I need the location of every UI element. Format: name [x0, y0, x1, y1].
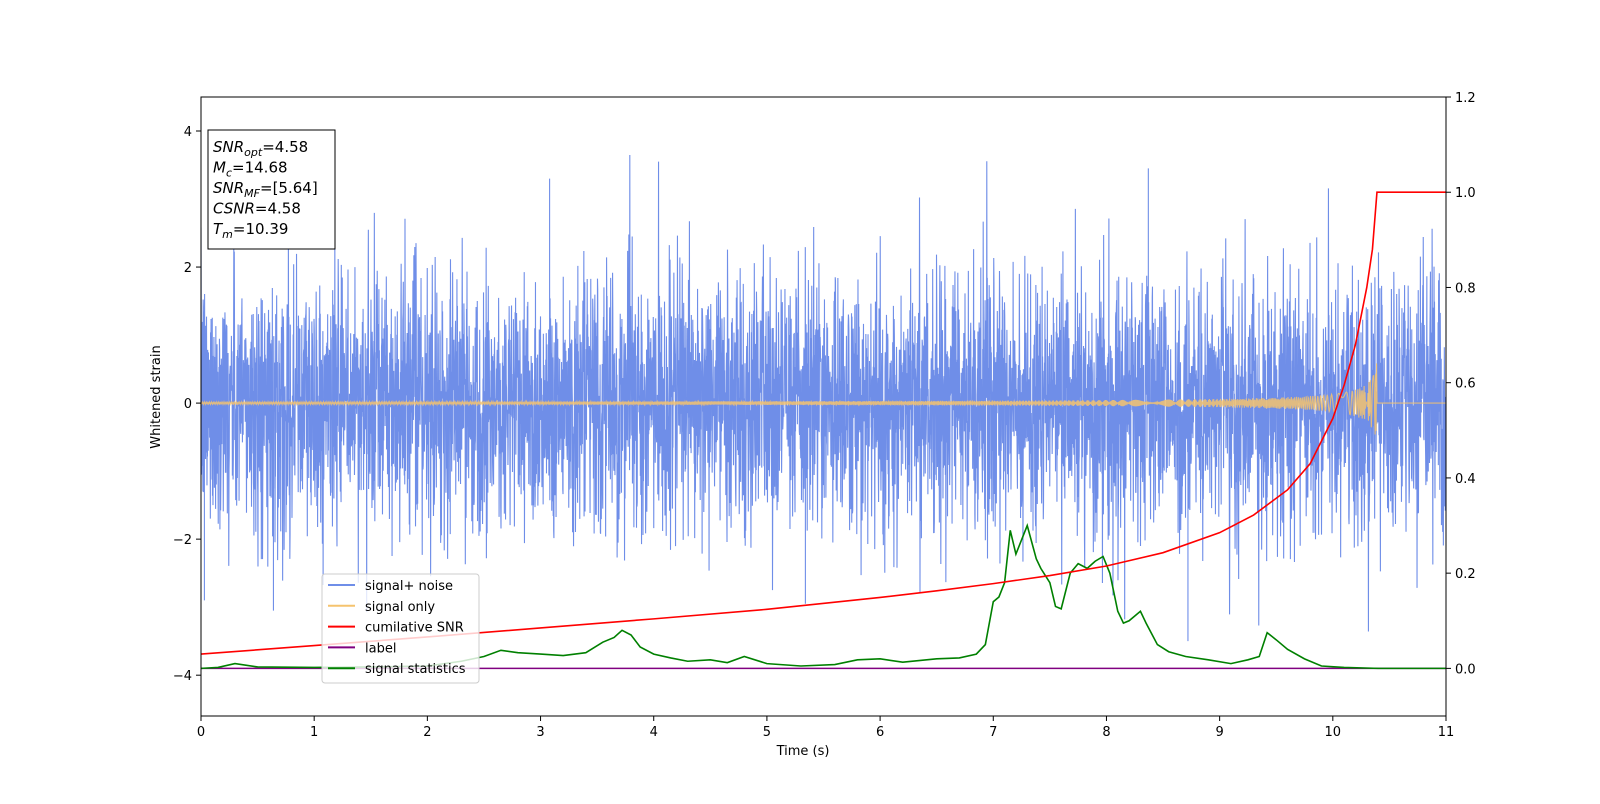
x-tick-label: 8 — [1102, 725, 1110, 740]
y2-tick-label: 0.4 — [1455, 472, 1476, 487]
y2-tick-label: 1.0 — [1455, 186, 1476, 201]
x-axis-label: Time (s) — [776, 744, 830, 759]
x-tick-label: 6 — [876, 725, 884, 740]
y2-tick-label: 0.2 — [1455, 567, 1476, 582]
y2-tick-label: 0.6 — [1455, 377, 1476, 392]
x-tick-label: 2 — [423, 725, 431, 740]
legend-entry: cumilative SNR — [365, 621, 464, 636]
x-tick-label: 1 — [310, 725, 318, 740]
annotation-box: SNRopt=4.58Mc=14.68SNRMF=[5.64]CSNR=4.58… — [208, 130, 335, 249]
y-tick-label: −4 — [173, 669, 192, 684]
y-tick-label: −2 — [173, 533, 192, 548]
y-tick-label: 2 — [184, 261, 192, 276]
annotation-line: CSNR=4.58 — [213, 200, 301, 218]
legend-entry: signal statistics — [365, 662, 466, 677]
legend: signal+ noise signal only cumilative SNR la… — [322, 574, 479, 683]
x-tick-label: 5 — [763, 725, 771, 740]
x-tick-label: 10 — [1325, 725, 1342, 740]
x-tick-label: 0 — [197, 725, 205, 740]
y-tick-label: 4 — [184, 125, 192, 140]
x-tick-label: 7 — [989, 725, 997, 740]
y-axis-label: Whitened strain — [149, 345, 164, 448]
annotation-line: SNRMF=[5.64] — [213, 179, 318, 200]
legend-entry: label — [365, 641, 396, 656]
legend-entry: signal+ noise — [365, 579, 453, 594]
x-tick-label: 3 — [536, 725, 544, 740]
y2-tick-label: 0.0 — [1455, 662, 1476, 677]
legend-entry: signal only — [365, 600, 435, 615]
annotation-line: Mc=14.68 — [213, 159, 288, 180]
y2-tick-label: 1.2 — [1455, 91, 1476, 106]
y-tick-label: 0 — [184, 397, 192, 412]
y2-tick-label: 0.8 — [1455, 281, 1476, 296]
x-tick-label: 4 — [650, 725, 658, 740]
series-signal-noise — [201, 155, 1446, 641]
x-tick-label: 9 — [1215, 725, 1223, 740]
x-tick-label: 11 — [1438, 725, 1455, 740]
